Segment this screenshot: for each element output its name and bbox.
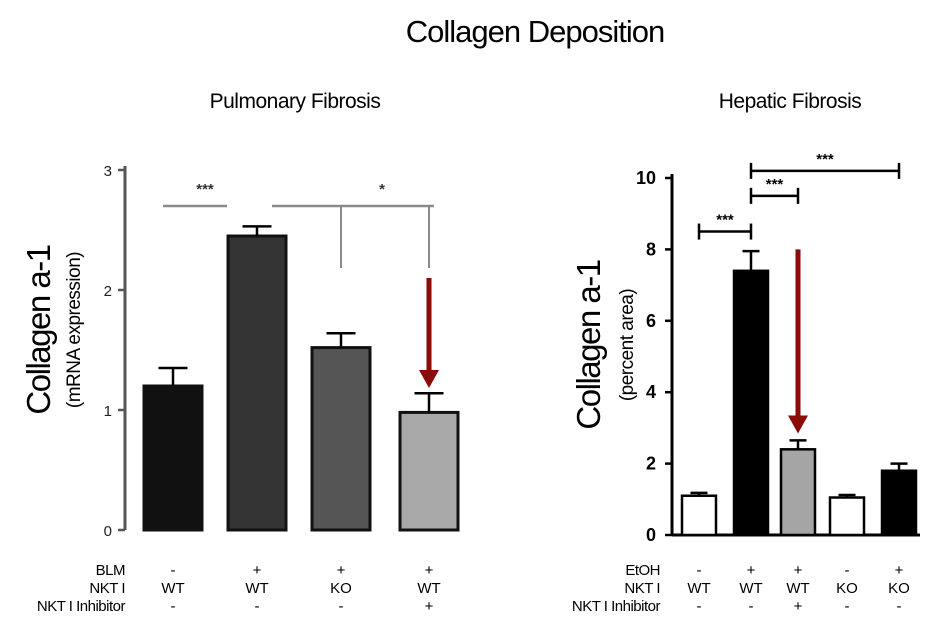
y-axis-sublabel: (percent area) <box>617 289 638 402</box>
bar <box>732 269 770 537</box>
condition-value: KO <box>888 580 910 597</box>
condition-value: + <box>747 562 756 579</box>
bar <box>828 496 866 537</box>
condition-value: + <box>425 562 434 579</box>
condition-label: NKT I Inhibitor <box>572 598 661 615</box>
condition-label: NKT I <box>624 580 660 597</box>
bar <box>142 384 204 532</box>
condition-value: - <box>897 598 902 615</box>
condition-value: WT <box>417 580 440 597</box>
chart-title: Pulmonary Fibrosis <box>210 90 381 113</box>
highlight-arrow-head <box>419 370 439 388</box>
bar <box>310 346 372 532</box>
condition-value: - <box>845 598 850 615</box>
condition-value: KO <box>836 580 858 597</box>
condition-value: WT <box>245 580 268 597</box>
condition-value: - <box>749 598 754 615</box>
condition-value: - <box>171 598 176 615</box>
y-tick-label: 1 <box>104 403 112 420</box>
condition-value: + <box>425 598 434 615</box>
condition-value: - <box>697 562 702 579</box>
condition-value: + <box>895 562 904 579</box>
condition-label: EtOH <box>625 562 660 579</box>
significance-label: *** <box>196 181 214 198</box>
condition-label: BLM <box>96 562 125 579</box>
condition-value: WT <box>786 580 809 597</box>
condition-value: - <box>845 562 850 579</box>
y-tick-label: 2 <box>104 283 112 300</box>
highlight-arrow-head <box>788 415 808 434</box>
y-tick-label: 3 <box>104 163 112 180</box>
condition-value: - <box>339 598 344 615</box>
bar <box>680 494 718 537</box>
y-axis-sublabel: (mRNA expression) <box>64 252 85 408</box>
hepatic-fibrosis-chart: Hepatic Fibrosis Collagen a-1 (percent are… <box>570 90 920 615</box>
y-axis-label: Collagen a-1 <box>570 260 607 429</box>
bar <box>779 448 817 537</box>
significance-label: *** <box>816 151 834 168</box>
y-tick-label: 0 <box>104 523 112 540</box>
condition-value: + <box>337 562 346 579</box>
significance-label: * <box>379 181 385 198</box>
condition-value: + <box>253 562 262 579</box>
y-tick-label: 2 <box>646 454 656 474</box>
condition-value: + <box>794 598 803 615</box>
y-tick-label: 6 <box>646 311 656 331</box>
condition-value: - <box>697 598 702 615</box>
condition-value: WT <box>687 580 710 597</box>
condition-label: NKT I <box>89 580 125 597</box>
condition-value: - <box>171 562 176 579</box>
bar <box>226 234 288 532</box>
significance-label: *** <box>716 212 734 229</box>
pulmonary-fibrosis-chart: Pulmonary Fibrosis Collagen a-1 (mRNA expr… <box>20 90 460 615</box>
bar <box>398 410 460 532</box>
figure-title: Collagen Deposition <box>406 14 664 49</box>
y-tick-label: 10 <box>636 168 656 188</box>
chart-title: Hepatic Fibrosis <box>719 90 862 113</box>
y-axis-label: Collagen a-1 <box>20 245 57 414</box>
y-tick-label: 4 <box>646 382 656 402</box>
y-tick-label: 0 <box>646 525 656 545</box>
condition-value: + <box>794 562 803 579</box>
condition-label: NKT I Inhibitor <box>37 598 126 615</box>
significance-label: *** <box>766 176 784 193</box>
bar <box>880 469 918 537</box>
condition-value: WT <box>739 580 762 597</box>
condition-value: WT <box>161 580 184 597</box>
condition-value: KO <box>330 580 352 597</box>
y-tick-label: 8 <box>646 239 656 259</box>
condition-value: - <box>255 598 260 615</box>
